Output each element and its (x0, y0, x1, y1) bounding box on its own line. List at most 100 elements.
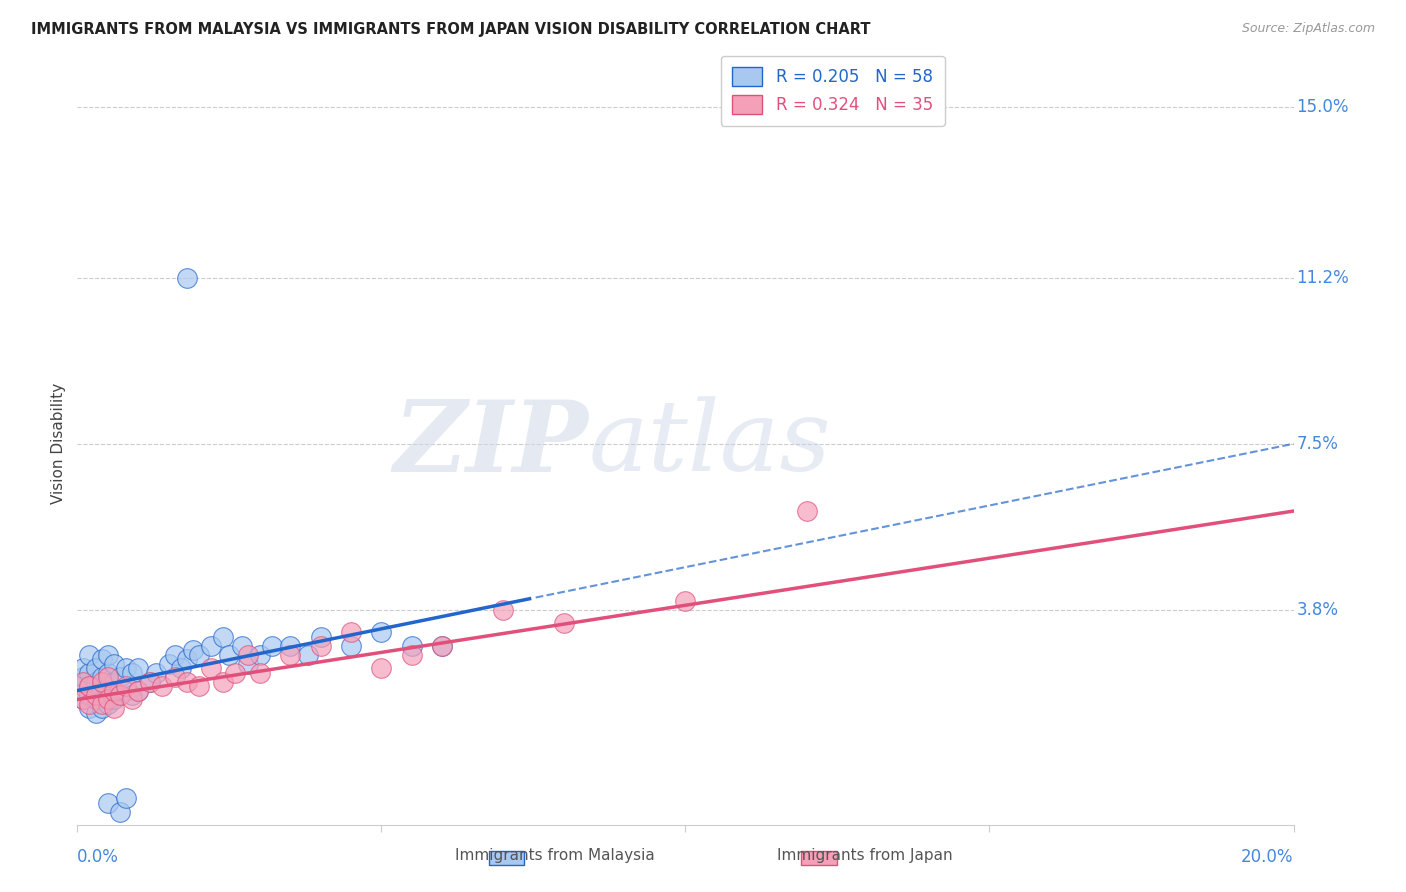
Point (72, 679, 94, 693)
Point (309, 639, 332, 653)
Point (200, 639, 222, 653)
Point (370, 661, 392, 675)
Point (249, 665, 271, 680)
Point (97, 697, 120, 711)
Point (79, 648, 101, 662)
Point (553, 616, 575, 631)
Text: ZIP: ZIP (394, 395, 588, 492)
Point (200, 661, 222, 675)
Point (127, 661, 149, 675)
Text: 11.2%: 11.2% (1296, 268, 1350, 287)
Point (188, 679, 211, 693)
Point (115, 661, 138, 675)
Point (212, 630, 235, 644)
Point (278, 648, 301, 662)
Point (84, 674, 107, 689)
Point (176, 652, 198, 666)
Point (103, 657, 125, 671)
Point (176, 674, 198, 689)
Point (163, 670, 186, 684)
Point (121, 665, 143, 680)
Text: atlas: atlas (588, 396, 831, 491)
Point (340, 639, 363, 653)
Point (79, 679, 101, 693)
Point (115, 791, 138, 805)
Point (430, 639, 453, 653)
Point (79, 701, 101, 715)
Point (90, 652, 112, 666)
Point (278, 639, 301, 653)
Point (401, 639, 423, 653)
Text: Immigrants from Japan: Immigrants from Japan (778, 848, 952, 863)
Point (181, 643, 204, 657)
Point (152, 679, 174, 693)
Point (103, 674, 125, 689)
Point (796, 504, 818, 518)
Point (84, 706, 107, 720)
Point (97, 665, 120, 680)
Point (430, 639, 453, 653)
Point (90, 674, 112, 689)
Point (370, 625, 392, 640)
Point (90, 697, 112, 711)
Text: 15.0%: 15.0% (1296, 98, 1350, 116)
Text: 7.5%: 7.5% (1296, 434, 1339, 453)
Point (170, 661, 193, 675)
Point (84, 692, 107, 706)
Point (236, 648, 259, 662)
Point (115, 679, 138, 693)
Text: Immigrants from Malaysia: Immigrants from Malaysia (456, 848, 655, 863)
Point (90, 670, 112, 684)
Point (72, 661, 94, 675)
Point (224, 665, 246, 680)
Point (84, 688, 107, 702)
Text: 3.8%: 3.8% (1296, 600, 1339, 619)
Point (79, 665, 101, 680)
Point (145, 665, 167, 680)
Point (72, 670, 94, 684)
Point (139, 674, 162, 689)
Point (163, 648, 186, 662)
Point (309, 630, 332, 644)
Legend: R = 0.205   N = 58, R = 0.324   N = 35: R = 0.205 N = 58, R = 0.324 N = 35 (721, 55, 945, 126)
Point (108, 688, 131, 702)
Point (79, 679, 101, 693)
Point (90, 683, 112, 698)
Point (260, 639, 283, 653)
Point (108, 805, 131, 819)
Point (108, 670, 131, 684)
Point (188, 648, 211, 662)
Text: Source: ZipAtlas.com: Source: ZipAtlas.com (1241, 22, 1375, 36)
Point (121, 692, 143, 706)
Point (97, 648, 120, 662)
Point (97, 670, 120, 684)
Point (108, 688, 131, 702)
Point (401, 648, 423, 662)
Point (72, 692, 94, 706)
Point (340, 625, 363, 640)
Text: 20.0%: 20.0% (1241, 847, 1294, 865)
Point (103, 692, 125, 706)
Point (90, 701, 112, 715)
Point (127, 683, 149, 698)
Y-axis label: Vision Disability: Vision Disability (51, 384, 66, 504)
Point (84, 661, 107, 675)
Point (79, 688, 101, 702)
Point (297, 648, 319, 662)
Point (121, 688, 143, 702)
Point (139, 674, 162, 689)
Point (212, 674, 235, 689)
Point (79, 697, 101, 711)
Point (231, 639, 253, 653)
Point (675, 594, 697, 608)
Point (97, 683, 120, 698)
Point (103, 683, 125, 698)
Point (72, 674, 94, 689)
Point (115, 683, 138, 698)
Text: IMMIGRANTS FROM MALAYSIA VS IMMIGRANTS FROM JAPAN VISION DISABILITY CORRELATION : IMMIGRANTS FROM MALAYSIA VS IMMIGRANTS F… (31, 22, 870, 37)
Point (249, 648, 271, 662)
Point (218, 648, 240, 662)
Point (157, 657, 180, 671)
Point (176, 270, 198, 285)
Point (72, 692, 94, 706)
